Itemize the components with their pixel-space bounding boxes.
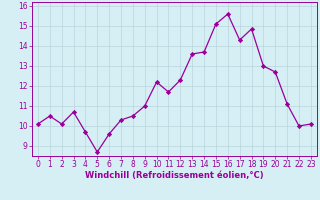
X-axis label: Windchill (Refroidissement éolien,°C): Windchill (Refroidissement éolien,°C) xyxy=(85,171,264,180)
